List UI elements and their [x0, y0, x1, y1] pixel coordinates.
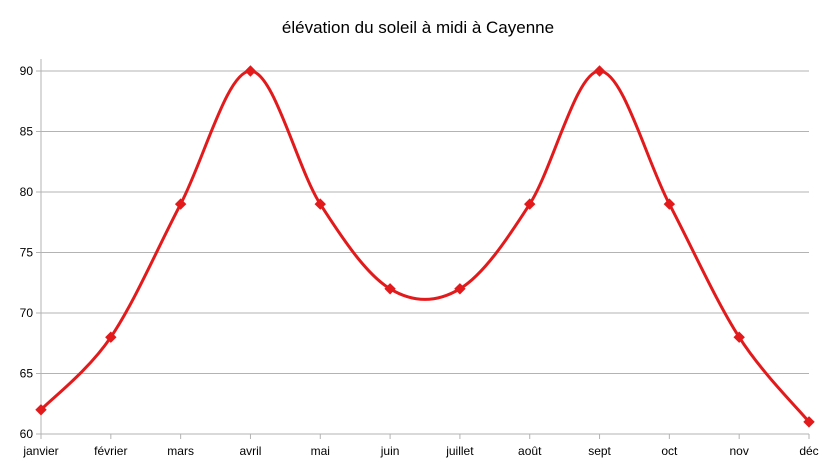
x-tick-label: sept — [588, 444, 611, 458]
data-point — [733, 331, 745, 343]
data-point — [384, 283, 396, 295]
x-tick-label: mai — [311, 444, 330, 458]
data-point — [244, 65, 257, 77]
chart-title: élévation du soleil à midi à Cayenne — [281, 18, 555, 37]
x-tick-label: nov — [730, 444, 749, 458]
data-point — [803, 416, 815, 428]
x-tick-label: avril — [239, 444, 261, 458]
y-tick-label: 90 — [20, 64, 34, 78]
x-tick-label: déc — [799, 444, 818, 458]
data-point — [35, 404, 47, 416]
x-tick-label: juillet — [445, 444, 474, 458]
y-tick-labels: 60 65 70 75 80 85 90 — [20, 64, 34, 441]
y-tick-label: 75 — [20, 246, 34, 260]
x-tick-label: mars — [167, 444, 194, 458]
data-point — [105, 331, 117, 343]
x-tick-label: août — [518, 444, 542, 458]
y-tick-label: 80 — [20, 185, 34, 199]
y-tick-label: 60 — [20, 427, 34, 441]
y-tick-label: 65 — [20, 367, 34, 381]
data-point — [524, 198, 536, 210]
data-point — [593, 65, 606, 77]
data-point — [663, 198, 676, 210]
series-layer — [35, 65, 815, 428]
x-tick-label: février — [94, 444, 127, 458]
x-tick-label: janvier — [22, 444, 58, 458]
axes — [36, 59, 810, 439]
y-tick-label: 70 — [20, 306, 34, 320]
data-point — [454, 283, 466, 295]
data-point — [174, 198, 187, 210]
x-tick-labels: janvier février mars avril mai juin juillet aoû… — [22, 444, 818, 458]
series-line — [39, 69, 811, 424]
data-point — [314, 198, 326, 210]
y-tick-label: 85 — [20, 125, 34, 139]
x-tick-label: juin — [380, 444, 400, 458]
x-tick-label: oct — [661, 444, 678, 458]
